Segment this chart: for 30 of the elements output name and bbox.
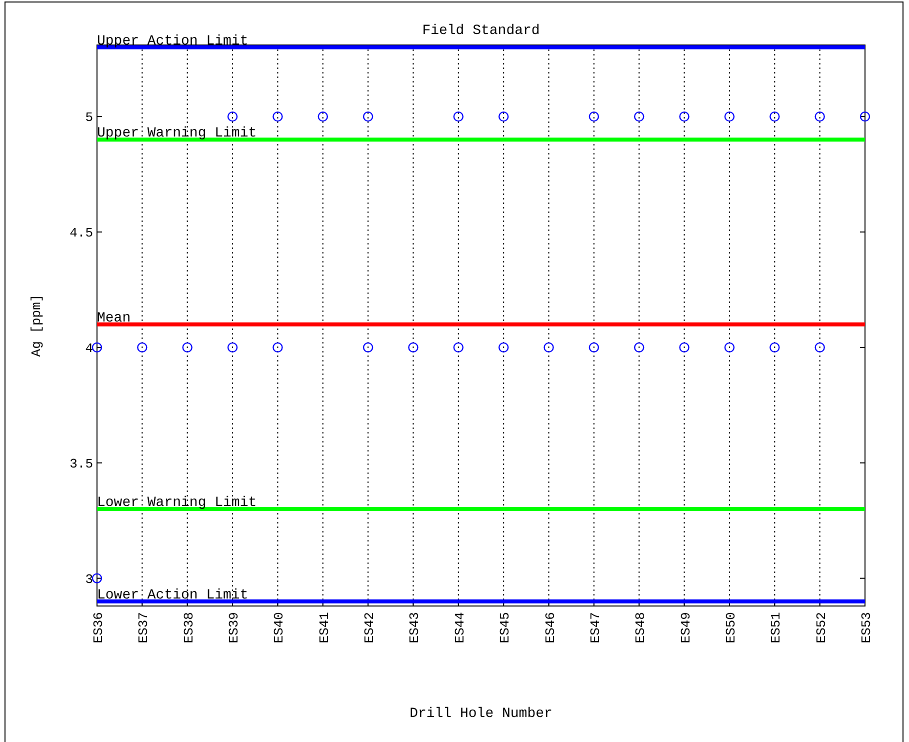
x-tick-label: ES40 [272,612,287,644]
x-tick-label: ES50 [723,612,738,644]
x-tick-label: ES46 [542,612,558,644]
ref-line-label: Lower Action Limit [97,587,248,604]
x-axis-title: Drill Hole Number [410,706,552,722]
x-tick-label: ES41 [316,612,332,644]
ref-line-label: Mean [97,310,131,326]
y-tick-label: 3 [85,572,93,587]
x-tick-label: ES38 [181,612,196,644]
x-tick-label: ES53 [859,612,874,644]
ref-line-label: Lower Warning Limit [97,495,257,512]
x-tick-label: ES49 [678,612,694,644]
x-tick-label: ES42 [362,612,378,644]
y-tick-label: 3.5 [70,456,93,472]
x-tick-label: ES39 [226,612,242,644]
y-tick-label: 5 [85,110,93,126]
x-tick-label: ES51 [768,612,784,644]
x-tick-label: ES44 [452,612,468,644]
ref-line-label: Upper Warning Limit [97,126,257,142]
x-tick-label: ES36 [91,612,106,644]
x-tick-label: ES45 [498,612,513,644]
chart-title: Field Standard [422,23,540,39]
x-tick-label: ES37 [136,612,152,644]
x-tick-label: ES47 [588,612,603,644]
y-tick-label: 4 [85,340,94,356]
y-tick-label: 4.5 [70,226,93,241]
x-tick-label: ES52 [814,612,829,644]
x-tick-label: ES48 [633,612,648,644]
x-tick-label: ES43 [407,612,422,644]
y-axis-title: Ag [ppm] [29,294,44,357]
